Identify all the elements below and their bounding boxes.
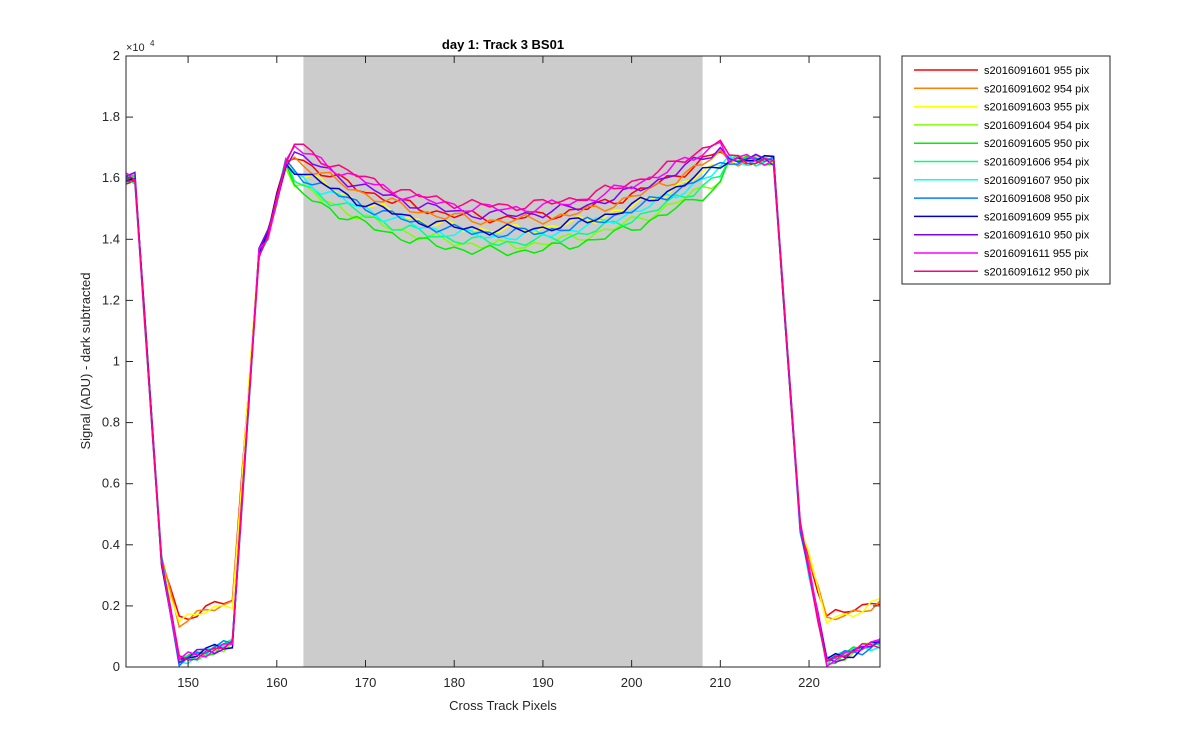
legend-label: s2016091611 955 pix [984,248,1089,260]
legend-label: s2016091606 954 pix [984,157,1090,169]
legend-label: s2016091612 950 pix [984,266,1090,278]
y-tick-label: 0.6 [102,476,120,491]
x-tick-label: 190 [532,675,554,690]
y-tick-label: 0.2 [102,598,120,613]
legend-items: s2016091601 955 pix s2016091602 954 pix s2… [914,65,1090,278]
x-tick-label: 180 [443,675,465,690]
legend-label: s2016091608 950 pix [984,193,1090,205]
legend-label: s2016091607 950 pix [984,175,1090,187]
y-tick-label: 1.6 [102,170,120,185]
y-tick-label: 0 [113,659,120,674]
legend-label: s2016091604 954 pix [984,120,1090,132]
x-axis-label: Cross Track Pixels [449,698,557,713]
y-exponent-base: ×10 [126,42,145,54]
legend-label: s2016091603 955 pix [984,102,1090,114]
y-tick-label: 1.2 [102,292,120,307]
legend-label: s2016091610 950 pix [984,230,1090,242]
legend-label: s2016091601 955 pix [984,65,1090,77]
legend-label: s2016091605 950 pix [984,138,1090,150]
shaded-region [303,56,703,667]
y-tick-label: 0.8 [102,415,120,430]
legend-box [901,55,1111,285]
y-axis-label: Signal (ADU) - dark subtracted [78,272,93,449]
series-line-12 [125,139,881,663]
chart-title: day 1: Track 3 BS01 [442,37,564,52]
y-tick-label: 1 [113,354,120,369]
x-tick-label: 220 [798,675,820,690]
x-tick-label: 210 [709,675,731,690]
legend-label: s2016091609 955 pix [984,211,1090,223]
y-tick-label: 0.4 [102,537,120,552]
plot-area: 150 160 170 180 190 200 210 220 0 0.2 0.4 0.6 0.8 1 1.… [102,48,881,690]
series-layer [125,139,881,668]
y-tick-label: 2 [113,48,120,63]
ticks-layer: 150 160 170 180 190 200 210 220 0 0.2 0.4 0.6 0.8 1 1.… [102,48,880,690]
y-tick-label: 1.8 [102,109,120,124]
legend: s2016091601 955 pix s2016091602 954 pix s2… [901,55,1111,285]
y-exponent-power: 4 [150,39,155,48]
x-tick-label: 200 [621,675,643,690]
x-tick-label: 160 [266,675,288,690]
y-tick-label: 1.4 [102,231,120,246]
x-tick-label: 150 [177,675,199,690]
y-exponent: ×10 4 [126,39,155,54]
legend-label: s2016091602 954 pix [984,83,1090,95]
x-tick-label: 170 [355,675,377,690]
